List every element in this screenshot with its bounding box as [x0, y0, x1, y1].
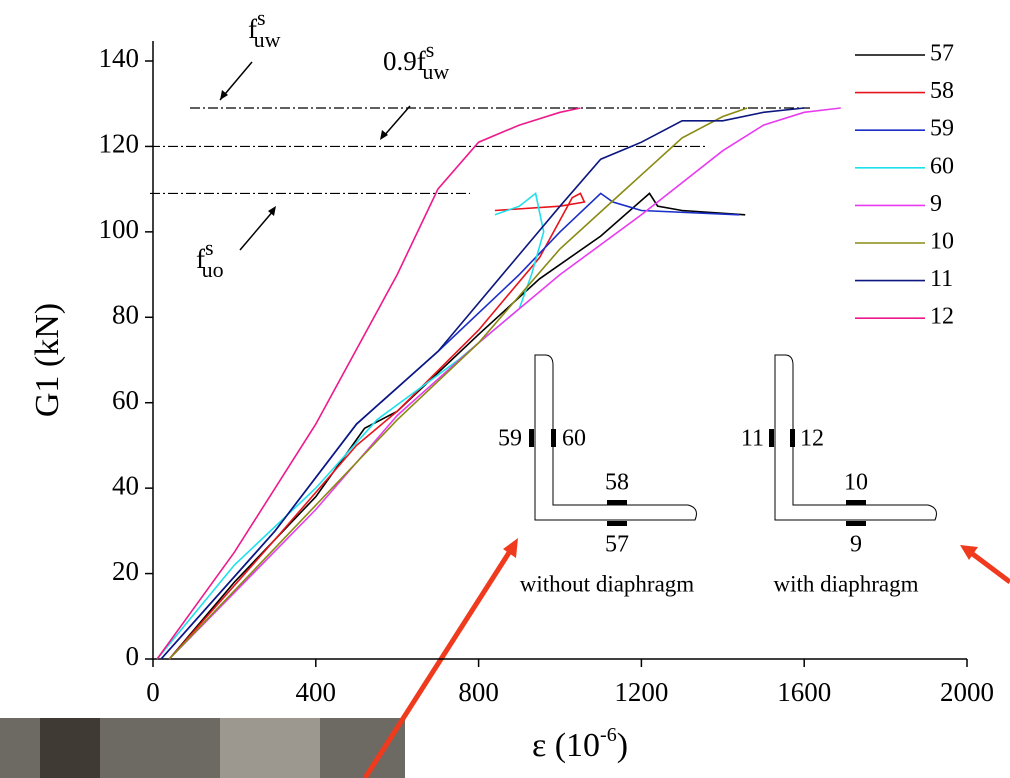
arrowhead: [503, 538, 518, 558]
annotation-arrow: [239, 209, 275, 251]
legend-label: 9: [930, 191, 942, 217]
arrowhead: [220, 90, 228, 100]
gauge: [846, 521, 866, 526]
inset-caption: without diaphragm: [520, 571, 694, 596]
y-tick-label: 40: [112, 470, 139, 500]
inset-caption: with diaphragm: [774, 571, 919, 596]
gauge: [790, 429, 795, 447]
gauge: [846, 500, 866, 505]
gauge: [551, 429, 556, 447]
series-line: [168, 192, 586, 660]
x-label-text: ε (10: [532, 727, 600, 764]
x-tick-label: 0: [146, 677, 160, 707]
gauge-label: 10: [844, 470, 868, 496]
x-tick-label: 1200: [614, 677, 668, 707]
legend-label: 57: [930, 41, 954, 67]
annotation: 0.9fs uw: [383, 37, 449, 84]
gauge-label: 58: [605, 470, 629, 496]
x-tick-label: 800: [458, 677, 499, 707]
legend-label: 12: [930, 304, 954, 330]
legend-label: 58: [930, 78, 954, 104]
x-label-end: ): [617, 727, 628, 764]
legend-label: 60: [930, 153, 954, 179]
pointer-arrow: [968, 550, 1010, 584]
legend-label: 11: [930, 266, 953, 292]
gauge-label: 9: [850, 532, 862, 558]
photo-part: [220, 718, 320, 778]
series-line: [168, 107, 748, 660]
gauge-label: 12: [800, 426, 824, 452]
series-line: [156, 107, 581, 660]
annotation: fs uw: [248, 5, 281, 52]
gauge-label: 11: [741, 426, 764, 452]
gauge-label: 60: [562, 426, 586, 452]
gauge-label: 57: [605, 532, 629, 558]
pointer-arrow: [362, 546, 515, 778]
x-tick-label: 1600: [777, 677, 831, 707]
gauge: [769, 429, 774, 447]
y-axis-label: G1 (kN): [29, 303, 66, 417]
legend-label: 10: [930, 229, 954, 255]
y-tick-label: 140: [99, 43, 140, 73]
x-axis-label: ε (10-6): [532, 724, 628, 764]
series-line: [160, 107, 805, 660]
x-label-sup: -6: [600, 724, 617, 746]
y-tick-label: 20: [112, 556, 139, 586]
y-tick-label: 100: [99, 214, 140, 244]
arrowhead: [268, 206, 276, 216]
gauge: [607, 500, 627, 505]
y-tick-label: 120: [99, 129, 140, 159]
gauge-label: 59: [498, 426, 522, 452]
photo-part: [40, 718, 100, 778]
x-tick-label: 2000: [940, 677, 994, 707]
y-tick-label: 60: [112, 385, 139, 415]
legend-label: 59: [930, 116, 954, 142]
gauge: [529, 429, 534, 447]
gauge: [607, 521, 627, 526]
annotation: fs uo: [196, 235, 224, 282]
y-tick-label: 0: [126, 641, 140, 671]
y-tick-label: 80: [112, 299, 139, 329]
arrowhead: [380, 130, 388, 140]
x-tick-label: 400: [296, 677, 337, 707]
arrowhead: [960, 545, 978, 560]
series-line: [168, 107, 841, 660]
annotation-arrow: [382, 105, 411, 138]
